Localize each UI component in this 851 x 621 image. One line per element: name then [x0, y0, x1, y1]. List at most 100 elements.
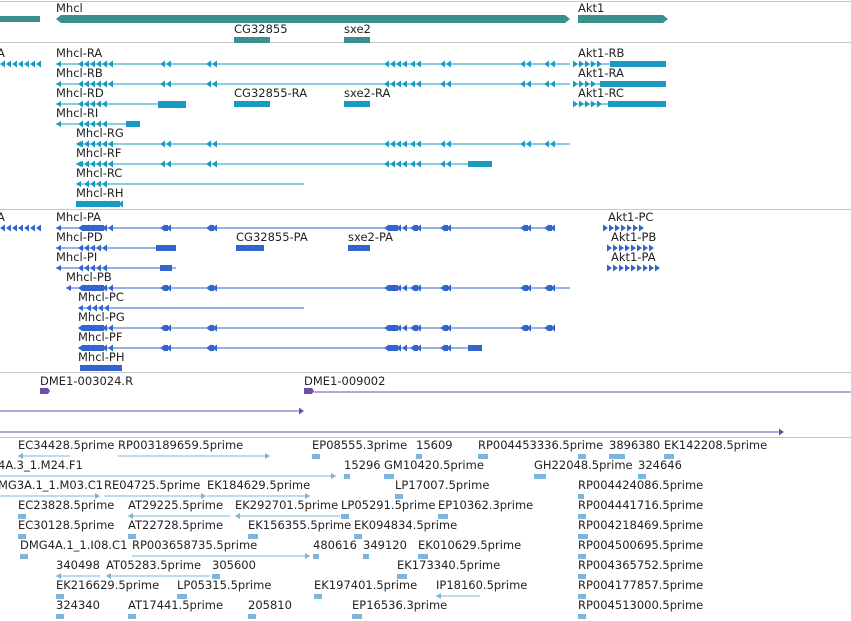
feature-label-ek173340-5prime[interactable]: EK173340.5prime: [397, 558, 501, 572]
exon-arrow[interactable]: [643, 264, 648, 272]
exon-arrow[interactable]: [78, 324, 83, 332]
exon-block[interactable]: [468, 345, 482, 351]
feature-label-akt1-rc[interactable]: Akt1-RC: [578, 86, 624, 100]
feature-label-324340[interactable]: 324340: [56, 598, 100, 612]
exon-arrow[interactable]: [520, 224, 525, 232]
exon-arrow[interactable]: [84, 140, 89, 148]
exon-arrow[interactable]: [390, 140, 395, 148]
feature-label-3896380[interactable]: 3896380: [609, 438, 661, 452]
exon-arrow[interactable]: [416, 140, 421, 148]
feature-label-480616[interactable]: 480616: [313, 538, 357, 552]
exon-arrow[interactable]: [440, 160, 445, 168]
exon-block[interactable]: [126, 121, 140, 127]
exon-arrow[interactable]: [585, 60, 590, 68]
exon-arrow[interactable]: [108, 60, 113, 68]
exon-block[interactable]: [160, 265, 172, 271]
exon-arrow[interactable]: [0, 60, 5, 68]
feature-label-340498[interactable]: 340498: [56, 558, 100, 572]
exon-arrow[interactable]: [206, 324, 211, 332]
exon-arrow[interactable]: [526, 324, 531, 332]
est-arrow[interactable]: [235, 513, 240, 519]
exon-arrow[interactable]: [631, 264, 636, 272]
est-block[interactable]: [478, 454, 488, 459]
exon-arrow[interactable]: [118, 200, 123, 208]
exon-arrow[interactable]: [402, 80, 407, 88]
est-block[interactable]: [352, 614, 362, 619]
exon-arrow[interactable]: [160, 140, 165, 148]
feature-label-mhcl-ra[interactable]: Mhcl-RA: [56, 46, 103, 60]
est-block[interactable]: [56, 594, 64, 599]
exon-arrow[interactable]: [84, 224, 89, 232]
exon-arrow[interactable]: [90, 344, 95, 352]
exon-arrow[interactable]: [90, 80, 95, 88]
exon-arrow[interactable]: [402, 224, 407, 232]
exon-arrow[interactable]: [212, 140, 217, 148]
exon-arrow[interactable]: [384, 80, 389, 88]
exon-arrow[interactable]: [526, 284, 531, 292]
exon-arrow[interactable]: [90, 100, 95, 108]
exon-arrow[interactable]: [579, 60, 584, 68]
feature-label-gm10420-5prime[interactable]: GM10420.5prime: [384, 458, 484, 472]
est-block[interactable]: [384, 474, 394, 479]
exon-arrow[interactable]: [90, 160, 95, 168]
exon-arrow[interactable]: [102, 180, 107, 188]
est-block[interactable]: [128, 534, 136, 539]
exon-arrow[interactable]: [544, 140, 549, 148]
est-arrow[interactable]: [265, 453, 270, 459]
exon-arrow[interactable]: [603, 224, 608, 232]
exon-arrow[interactable]: [390, 344, 395, 352]
est-block[interactable]: [248, 614, 256, 619]
exon-arrow[interactable]: [102, 120, 107, 128]
exon-arrow[interactable]: [440, 224, 445, 232]
exon-arrow[interactable]: [384, 160, 389, 168]
exon-arrow[interactable]: [402, 344, 407, 352]
feature-label-sxe2[interactable]: sxe2: [344, 22, 371, 36]
exon-arrow[interactable]: [212, 60, 217, 68]
exon-arrow[interactable]: [550, 284, 555, 292]
exon-arrow[interactable]: [446, 324, 451, 332]
feature-label-349120[interactable]: 349120: [363, 538, 407, 552]
exon-arrow[interactable]: [649, 264, 654, 272]
est-arrow[interactable]: [56, 573, 61, 579]
exon-arrow[interactable]: [92, 364, 97, 372]
exon-arrow[interactable]: [78, 264, 83, 272]
exon-arrow[interactable]: [416, 344, 421, 352]
exon-arrow[interactable]: [24, 60, 29, 68]
est-block[interactable]: [609, 454, 625, 459]
feature-label-a[interactable]: A: [0, 46, 5, 60]
exon-arrow[interactable]: [160, 160, 165, 168]
exon-arrow[interactable]: [84, 284, 89, 292]
exon-arrow[interactable]: [108, 324, 113, 332]
est-block[interactable]: [354, 534, 362, 539]
exon-arrow[interactable]: [440, 284, 445, 292]
exon-arrow[interactable]: [402, 140, 407, 148]
exon-arrow[interactable]: [396, 80, 401, 88]
exon-arrow[interactable]: [30, 60, 35, 68]
exon-arrow[interactable]: [396, 224, 401, 232]
exon-arrow[interactable]: [597, 100, 602, 108]
exon-arrow[interactable]: [166, 344, 171, 352]
exon-arrow[interactable]: [526, 140, 531, 148]
exon-arrow[interactable]: [615, 224, 620, 232]
feature-label-lp17007-5prime[interactable]: LP17007.5prime: [395, 478, 490, 492]
probe-glyph[interactable]: [40, 388, 50, 394]
exon-arrow[interactable]: [440, 80, 445, 88]
exon-arrow[interactable]: [390, 80, 395, 88]
est-block[interactable]: [212, 574, 220, 579]
feature-label-sxe2-ra[interactable]: sxe2-RA: [344, 86, 391, 100]
exon-arrow[interactable]: [544, 80, 549, 88]
exon-arrow[interactable]: [550, 324, 555, 332]
exon-arrow[interactable]: [416, 284, 421, 292]
feature-label-ek292701-5prime[interactable]: EK292701.5prime: [235, 498, 339, 512]
exon-arrow[interactable]: [108, 140, 113, 148]
exon-arrow[interactable]: [212, 344, 217, 352]
exon-arrow[interactable]: [84, 244, 89, 252]
exon-arrow[interactable]: [166, 80, 171, 88]
exon-arrow[interactable]: [613, 264, 618, 272]
probe-glyph[interactable]: [304, 388, 314, 394]
exon-arrow[interactable]: [6, 224, 11, 232]
feature-label-dme1-003024-r[interactable]: DME1-003024.R: [40, 374, 134, 388]
exon-arrow[interactable]: [613, 244, 618, 252]
exon-arrow[interactable]: [36, 60, 41, 68]
exon-arrow[interactable]: [402, 324, 407, 332]
